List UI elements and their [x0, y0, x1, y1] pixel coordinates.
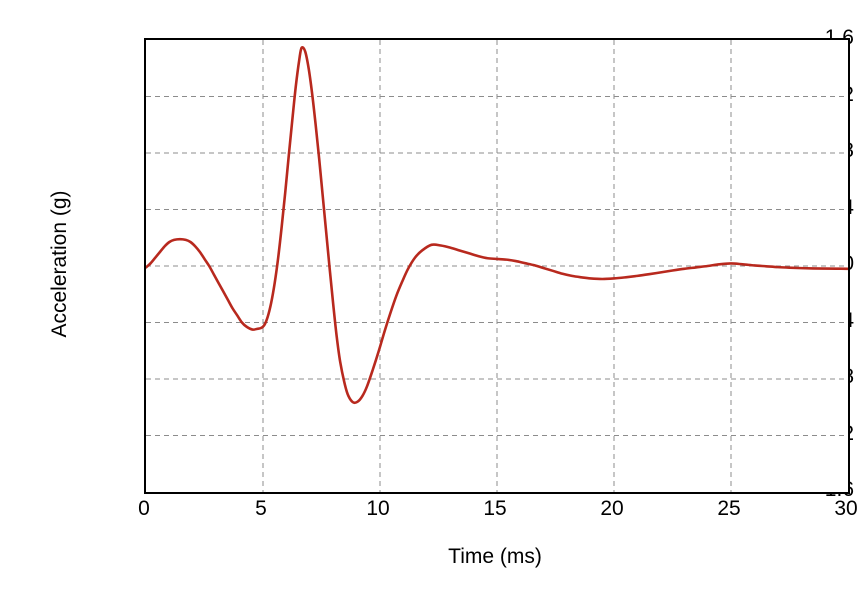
x-tick-label: 20	[600, 497, 624, 520]
x-tick-label: 0	[138, 497, 150, 520]
data-series-acceleration	[146, 45, 848, 405]
x-tick-label: 15	[483, 497, 507, 520]
gridlines	[146, 40, 848, 492]
x-tick-label: 10	[366, 497, 390, 520]
series-path-0	[146, 45, 848, 405]
x-tick-label: 25	[717, 497, 741, 520]
plot-inner	[146, 40, 848, 492]
x-tick-label: 30	[834, 497, 858, 520]
x-axis-title: Time (ms)	[448, 545, 542, 568]
y-axis-title: Acceleration (g)	[48, 190, 71, 338]
x-tick-label: 5	[255, 497, 267, 520]
plot-area	[144, 38, 850, 494]
